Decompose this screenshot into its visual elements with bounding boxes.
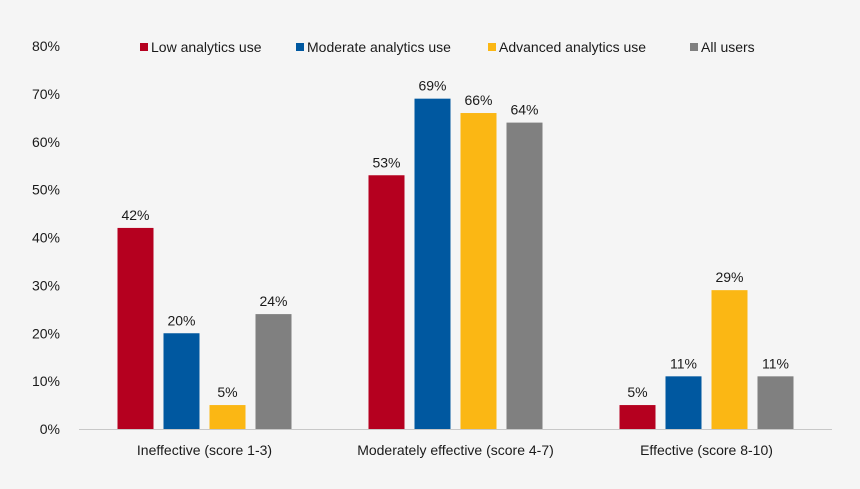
data-label: 20% xyxy=(167,312,195,328)
bar-all-users xyxy=(255,314,292,429)
legend-label: Advanced analytics use xyxy=(499,39,646,55)
x-category-label: Moderately effective (score 4-7) xyxy=(357,442,554,458)
bar-low-analytics-use xyxy=(619,405,656,429)
data-labels: 42% 20% 5% 24% 53% 69% 66% 64% 5% 11% 29% 11% xyxy=(121,78,789,400)
bars xyxy=(117,98,794,430)
x-category-label: Effective (score 8-10) xyxy=(640,442,773,458)
data-label: 24% xyxy=(259,293,287,309)
bar-moderate-analytics-use xyxy=(665,376,702,429)
legend-label: Moderate analytics use xyxy=(307,39,451,55)
legend-swatch xyxy=(690,43,698,51)
data-label: 66% xyxy=(464,92,492,108)
data-label: 53% xyxy=(372,154,400,170)
bar-advanced-analytics-use xyxy=(460,113,497,430)
bar-low-analytics-use xyxy=(368,175,405,429)
bar-advanced-analytics-use xyxy=(711,290,748,429)
x-category-label: Ineffective (score 1-3) xyxy=(137,442,272,458)
bar-all-users xyxy=(506,122,543,429)
data-label: 29% xyxy=(715,269,743,285)
legend-label: All users xyxy=(701,39,755,55)
y-tick-label: 40% xyxy=(32,230,60,246)
y-tick-label: 60% xyxy=(32,134,60,150)
bar-advanced-analytics-use xyxy=(209,405,246,429)
y-tick-label: 50% xyxy=(32,182,60,198)
y-tick-label: 0% xyxy=(40,421,60,437)
legend-swatch xyxy=(140,43,148,51)
bar-moderate-analytics-use xyxy=(414,98,451,429)
x-axis: Ineffective (score 1-3) Moderately effect… xyxy=(79,429,832,458)
data-label: 42% xyxy=(121,207,149,223)
data-label: 11% xyxy=(670,355,697,371)
y-tick-label: 80% xyxy=(32,38,60,54)
y-tick-label: 30% xyxy=(32,277,60,293)
data-label: 5% xyxy=(627,384,647,400)
y-tick-label: 10% xyxy=(32,373,60,389)
y-axis: 0% 10% 20% 30% 40% 50% 60% 70% 80% xyxy=(32,38,60,437)
bar-low-analytics-use xyxy=(117,227,154,429)
data-label: 5% xyxy=(217,384,237,400)
bar-moderate-analytics-use xyxy=(163,333,200,429)
data-label: 69% xyxy=(418,78,446,94)
legend-swatch xyxy=(296,43,304,51)
y-tick-label: 20% xyxy=(32,325,60,341)
legend: Low analytics use Moderate analytics use A… xyxy=(140,39,755,55)
y-tick-label: 70% xyxy=(32,86,60,102)
legend-swatch xyxy=(488,43,496,51)
data-label: 11% xyxy=(762,355,789,371)
bar-all-users xyxy=(757,376,794,429)
data-label: 64% xyxy=(510,102,538,118)
legend-label: Low analytics use xyxy=(151,39,262,55)
